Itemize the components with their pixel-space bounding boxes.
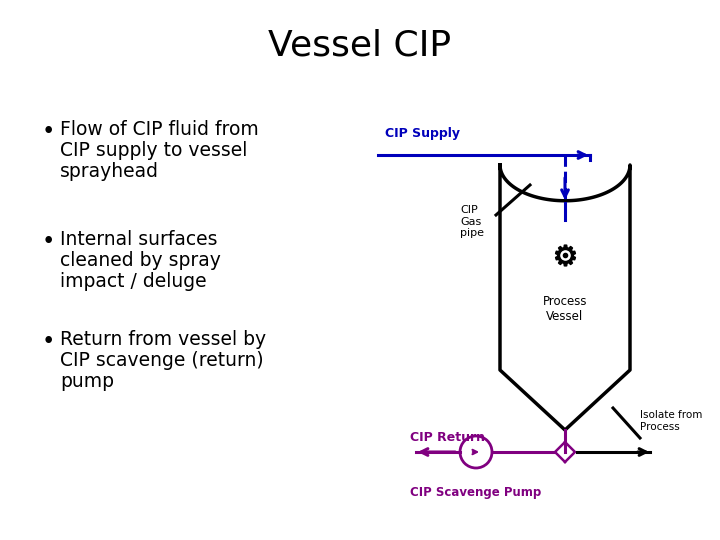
Text: Isolate from
Process: Isolate from Process [640, 410, 703, 431]
Text: •: • [42, 230, 55, 253]
Text: •: • [42, 120, 55, 143]
Text: Return from vessel by: Return from vessel by [60, 330, 266, 349]
Text: pump: pump [60, 372, 114, 391]
Text: CIP Return: CIP Return [410, 431, 485, 444]
Text: cleaned by spray: cleaned by spray [60, 251, 221, 270]
Text: CIP scavenge (return): CIP scavenge (return) [60, 351, 264, 370]
Text: Flow of CIP fluid from: Flow of CIP fluid from [60, 120, 258, 139]
Text: •: • [42, 330, 55, 353]
Text: CIP Scavenge Pump: CIP Scavenge Pump [410, 486, 541, 499]
Text: CIP Supply: CIP Supply [385, 127, 460, 140]
Text: Internal surfaces: Internal surfaces [60, 230, 217, 249]
Text: Vessel CIP: Vessel CIP [269, 28, 451, 62]
Text: CIP supply to vessel: CIP supply to vessel [60, 141, 248, 160]
Text: CIP
Gas
pipe: CIP Gas pipe [460, 205, 484, 238]
Text: Process
Vessel: Process Vessel [543, 295, 588, 323]
Text: impact / deluge: impact / deluge [60, 272, 207, 291]
Text: sprayhead: sprayhead [60, 162, 159, 181]
